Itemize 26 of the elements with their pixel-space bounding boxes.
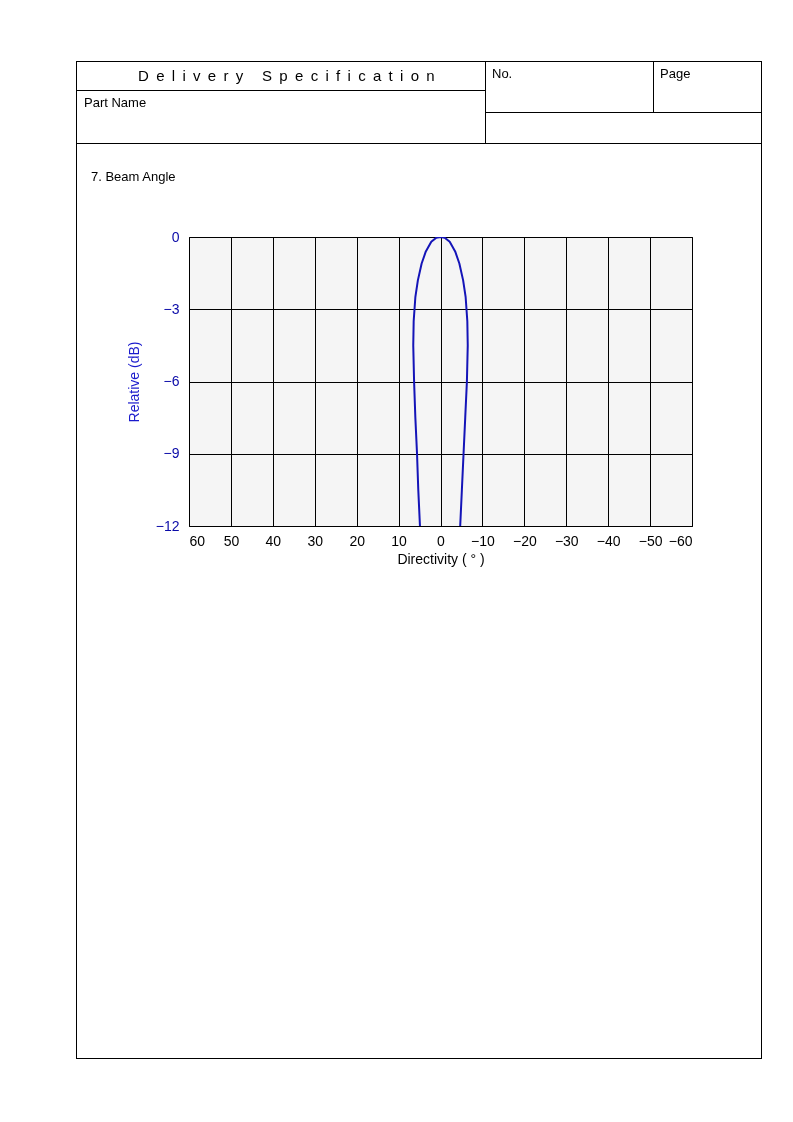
y-tick-label: −6 <box>163 373 180 389</box>
x-tick-label: −40 <box>596 532 621 549</box>
y-tick-label: 0 <box>171 228 180 245</box>
x-tick-label: 40 <box>265 532 282 549</box>
x-tick-label: −50 <box>638 532 663 549</box>
text: Page <box>660 66 691 81</box>
x-tick-label: 30 <box>307 532 324 549</box>
x-tick-label: −60 <box>668 532 693 549</box>
x-tick-label: −20 <box>512 532 537 549</box>
text: No. <box>492 66 513 81</box>
line-series <box>412 237 469 526</box>
x-tick-label: 10 <box>391 532 408 549</box>
y-tick-label: −9 <box>163 445 180 462</box>
x-tick-label: −10 <box>471 532 495 549</box>
chart-title: 7. Beam Angle <box>91 169 176 184</box>
x-tick-label: −30 <box>554 532 579 549</box>
x-tick-label: 20 <box>349 532 366 549</box>
x-tick-label: 60 <box>189 532 206 549</box>
text: Delivery Specification <box>138 67 442 84</box>
y-axis-title: Relative (dB) <box>125 341 142 423</box>
x-tick-label: 0 <box>437 532 446 549</box>
y-tick-label: −3 <box>163 300 180 317</box>
x-axis-title: Directivity ( ° ) <box>397 550 485 567</box>
text: Part Name <box>84 95 147 110</box>
y-tick-label: −12 <box>155 517 180 534</box>
x-tick-label: 50 <box>223 532 240 549</box>
